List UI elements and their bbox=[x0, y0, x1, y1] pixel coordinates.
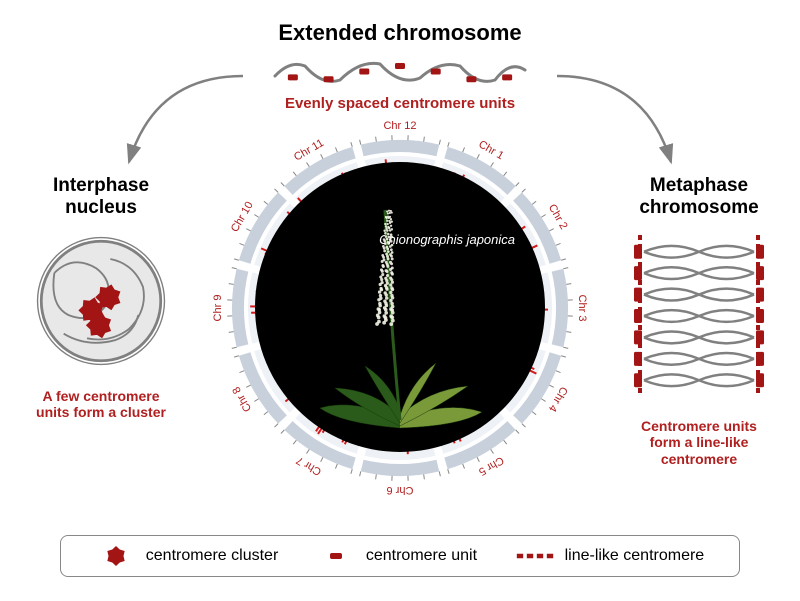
legend-cluster-label: centromere cluster bbox=[146, 547, 279, 565]
svg-text:Chr 9: Chr 9 bbox=[212, 295, 224, 322]
extended-chromosome-diagram bbox=[270, 58, 530, 88]
interphase-nucleus-diagram bbox=[31, 231, 171, 371]
legend-cluster: centromere cluster bbox=[96, 546, 279, 566]
unit-icon bbox=[316, 546, 356, 566]
center-circle: Chionographis japonica bbox=[255, 162, 545, 452]
svg-text:Chr 11: Chr 11 bbox=[292, 137, 326, 163]
legend-unit: centromere unit bbox=[316, 546, 477, 566]
svg-text:Chr 5: Chr 5 bbox=[476, 454, 505, 478]
svg-text:Chr 4: Chr 4 bbox=[546, 384, 570, 413]
svg-text:Chr 2: Chr 2 bbox=[546, 202, 570, 231]
legend-box: centromere cluster centromere unit line-… bbox=[60, 535, 740, 577]
svg-text:Chr 6: Chr 6 bbox=[387, 484, 414, 496]
metaphase-panel: Metaphase chromosome Centromere units fo… bbox=[624, 175, 774, 468]
legend-line-label: line-like centromere bbox=[565, 547, 705, 565]
interphase-title: Interphase nucleus bbox=[26, 175, 176, 219]
svg-text:Chr 7: Chr 7 bbox=[294, 454, 323, 478]
plant-illustration bbox=[310, 198, 490, 438]
interphase-panel: Interphase nucleus A few centromere unit… bbox=[26, 175, 176, 421]
line-icon bbox=[515, 546, 555, 566]
svg-text:Chr 1: Chr 1 bbox=[476, 138, 505, 162]
cluster-icon bbox=[96, 546, 136, 566]
metaphase-title: Metaphase chromosome bbox=[624, 175, 774, 219]
metaphase-chromosome-diagram bbox=[629, 231, 769, 401]
legend-line: line-like centromere bbox=[515, 546, 705, 566]
interphase-caption: A few centromere units form a cluster bbox=[26, 388, 176, 422]
svg-text:Chr 8: Chr 8 bbox=[230, 384, 254, 413]
svg-text:Chr 12: Chr 12 bbox=[383, 120, 416, 132]
svg-text:Chr 3: Chr 3 bbox=[576, 295, 588, 322]
legend-unit-label: centromere unit bbox=[366, 547, 477, 565]
main-title: Extended chromosome bbox=[0, 20, 800, 46]
metaphase-caption: Centromere units form a line-like centro… bbox=[624, 418, 774, 468]
